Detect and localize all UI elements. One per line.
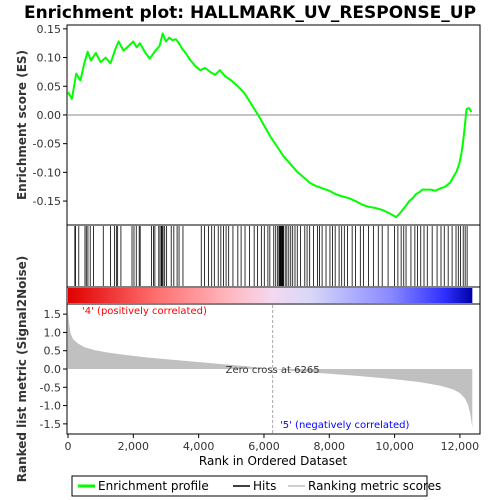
x-axis-label: Rank in Ordered Dataset — [199, 454, 347, 468]
es-y-tick-label: 0.15 — [37, 23, 62, 36]
x-tick-label: 12,000 — [441, 440, 480, 453]
legend: Enrichment profile Hits Ranking metric s… — [71, 475, 441, 497]
hit-lines — [74, 226, 468, 286]
legend-metric-label: Ranking metric scores — [308, 479, 441, 493]
metric-y-axis-label: Ranked list metric (Signal2Noise) — [15, 256, 29, 483]
positive-correlation-label: '4' (positively correlated) — [82, 306, 207, 317]
metric-y-tick-label: -1.5 — [40, 418, 61, 431]
hits-panel — [66, 224, 481, 288]
metric-y-tick-label: -0.5 — [40, 381, 61, 394]
ranking-metric-area — [68, 310, 473, 428]
metric-y-tick-label: 1.5 — [44, 308, 62, 321]
metric-y-tick-label: 0.5 — [44, 345, 62, 358]
es-y-tick-label: 0.00 — [37, 109, 62, 122]
legend-es-label: Enrichment profile — [98, 479, 209, 493]
es-panel: 0.15 0.10 0.05 0.00 -0.05 -0.10 -0.15 Enrichme… — [15, 23, 481, 226]
es-y-ticks: 0.15 0.10 0.05 0.00 -0.05 -0.10 -0.15 — [33, 23, 67, 208]
x-tick-label: 0 — [65, 440, 72, 453]
x-ticks: 0 2,000 4,000 6,000 8,000 10,000 12,000 — [65, 434, 480, 453]
x-tick-label: 8,000 — [314, 440, 346, 453]
es-y-tick-label: -0.15 — [33, 195, 61, 208]
enrichment-profile-line — [67, 32, 473, 219]
es-panel-frame — [66, 24, 481, 226]
x-tick-label: 6,000 — [248, 440, 280, 453]
metric-y-tick-label: 0.0 — [44, 363, 62, 376]
es-y-axis-label: Enrichment score (ES) — [15, 50, 29, 200]
es-y-tick-label: -0.05 — [33, 138, 61, 151]
metric-y-ticks: 1.5 1.0 0.5 0.0 -0.5 -1.0 -1.5 — [40, 308, 67, 431]
es-y-tick-label: 0.05 — [37, 80, 62, 93]
es-y-tick-label: 0.10 — [37, 52, 62, 65]
negative-correlation-label: '5' (negatively correlated) — [280, 420, 409, 431]
x-tick-label: 4,000 — [183, 440, 215, 453]
rank-colorbar — [68, 288, 473, 303]
x-tick-label: 10,000 — [375, 440, 414, 453]
metric-y-tick-label: -1.0 — [40, 400, 61, 413]
chart-title: Enrichment plot: HALLMARK_UV_RESPONSE_UP — [24, 3, 476, 23]
zero-cross-label: Zero cross at 6265 — [226, 365, 320, 376]
legend-hits-label: Hits — [253, 479, 276, 493]
metric-y-tick-label: 1.0 — [44, 326, 62, 339]
es-y-tick-label: -0.10 — [33, 166, 61, 179]
colorbar-panel — [66, 286, 481, 305]
metric-panel: Zero cross at 6265 '4' (positively corre… — [15, 256, 481, 483]
x-tick-label: 2,000 — [118, 440, 150, 453]
